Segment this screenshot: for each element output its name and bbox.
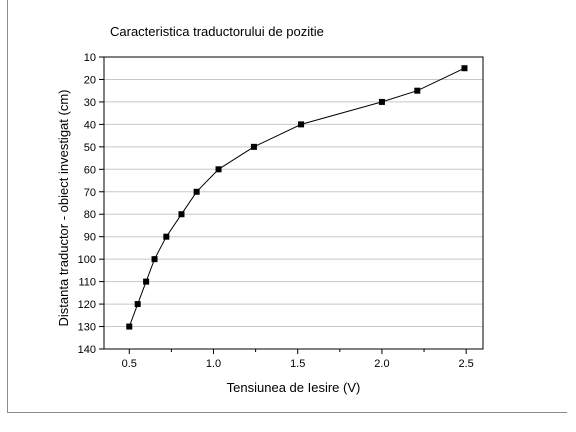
data-point-marker — [250, 143, 257, 150]
y-tick-label: 140 — [78, 344, 96, 356]
page-frame-left-border — [7, 0, 8, 413]
x-tick-label: 2.0 — [374, 358, 389, 370]
x-tick-label: 2.5 — [459, 358, 474, 370]
data-point-marker — [151, 256, 158, 263]
y-tick-label: 70 — [84, 187, 96, 199]
data-point-marker — [414, 87, 421, 94]
chart-title: Caracteristica traductorului de pozitie — [110, 24, 324, 39]
y-tick-label: 30 — [84, 97, 96, 109]
data-point-marker — [178, 211, 185, 218]
data-point-marker — [461, 65, 468, 72]
y-tick-label: 40 — [84, 119, 96, 131]
x-tick-label: 0.5 — [122, 358, 137, 370]
axes — [103, 56, 484, 350]
series-group — [128, 67, 465, 327]
data-point-marker — [143, 278, 150, 285]
y-axis-title: Distanta traductor - obiect investigat (… — [56, 90, 71, 327]
x-tick-label: 1.5 — [290, 358, 305, 370]
data-point-marker — [298, 121, 305, 128]
axis-ticks: 10 20 30 40 50 60 70 80 90 100 110 120 130 140 0.5 1.0 1… — [78, 52, 474, 370]
data-point-marker — [163, 233, 170, 240]
series-line — [128, 67, 465, 327]
page-frame-bottom-border — [7, 412, 567, 413]
y-tick-label: 50 — [84, 142, 96, 154]
y-tick-label: 100 — [78, 254, 96, 266]
y-tick-label: 10 — [84, 52, 96, 64]
data-point-marker — [126, 323, 133, 330]
y-tick-label: 120 — [78, 299, 96, 311]
x-axis-title: Tensiunea de Iesire (V) — [227, 380, 361, 395]
x-tick-label: 1.0 — [206, 358, 221, 370]
data-point-marker — [193, 188, 200, 195]
y-tick-label: 130 — [78, 322, 96, 334]
y-tick-label: 90 — [84, 232, 96, 244]
grid-lines — [104, 78, 483, 328]
plot-area-frame — [103, 56, 484, 350]
data-point-marker — [215, 166, 222, 173]
y-tick-label: 60 — [84, 164, 96, 176]
y-tick-label: 80 — [84, 209, 96, 221]
data-point-marker — [378, 98, 385, 105]
data-point-marker — [134, 301, 141, 308]
data-markers — [126, 65, 468, 330]
y-tick-label: 20 — [84, 74, 96, 86]
y-tick-label: 110 — [78, 277, 96, 289]
